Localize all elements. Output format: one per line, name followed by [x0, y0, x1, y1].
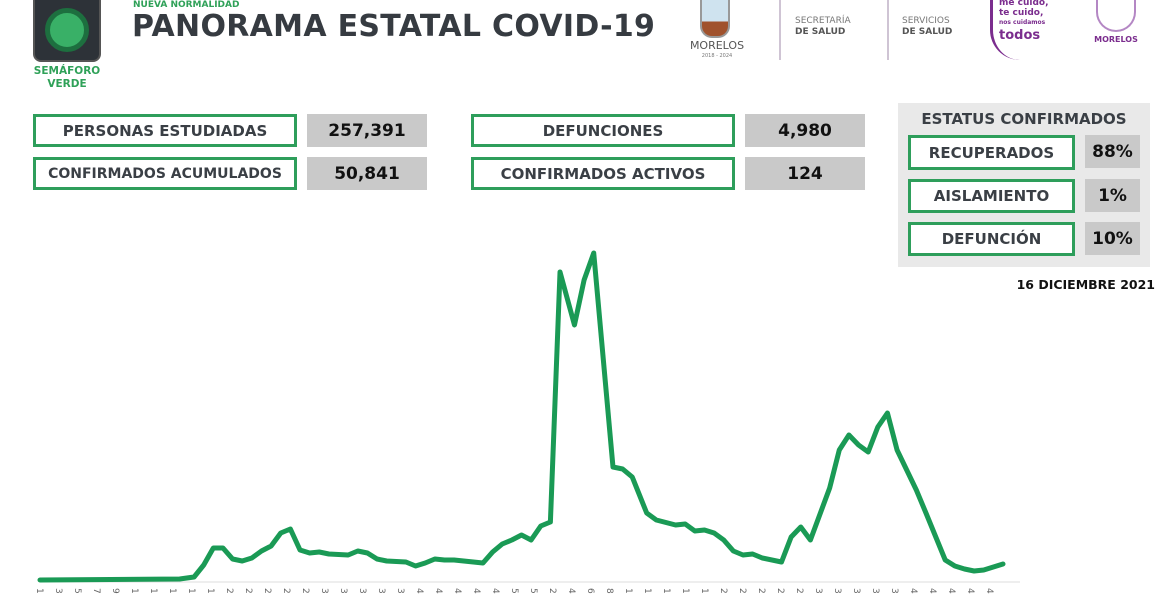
x-tick-label: 3 — [357, 588, 367, 594]
x-tick-label: 3 — [870, 588, 880, 594]
x-tick-label: 2 — [281, 588, 291, 594]
defuncion-value: 10% — [1085, 222, 1140, 255]
x-tick-label: 3 — [851, 588, 861, 594]
divider — [779, 0, 781, 60]
x-tick-label: 4 — [452, 588, 462, 594]
recuperados-value: 88% — [1085, 135, 1140, 168]
secretaria-line-1: SECRETARÍA — [795, 16, 851, 26]
x-tick-label: 1 — [34, 588, 44, 594]
x-tick-label: 5 — [528, 588, 538, 594]
x-tick-label: 4 — [965, 588, 975, 594]
x-tick-label: 3 — [376, 588, 386, 594]
x-tick-label: 2 — [224, 588, 234, 594]
x-tick-label: 2 — [718, 588, 728, 594]
semaforo-label: SEMÁFORO VERDE — [25, 65, 109, 91]
semaforo-label-2: VERDE — [47, 78, 87, 90]
campaign-line-4: todos — [999, 28, 1041, 43]
x-tick-label: 2 — [547, 588, 557, 594]
x-tick-label: 3 — [889, 588, 899, 594]
x-tick-label: 8 — [604, 588, 614, 594]
x-tick-label: 2 — [243, 588, 253, 594]
x-tick-label: 3 — [832, 588, 842, 594]
confirmados-acumulados-value: 50,841 — [307, 157, 427, 190]
page-title: PANORAMA ESTATAL COVID-19 — [132, 9, 656, 44]
semaforo-icon — [33, 0, 101, 62]
x-tick-label: 6 — [585, 588, 595, 594]
x-tick-label: 4 — [471, 588, 481, 594]
servicios-line-2: DE SALUD — [902, 27, 953, 37]
personas-estudiadas-label: PERSONAS ESTUDIADAS — [33, 114, 297, 147]
x-tick-label: 1 — [186, 588, 196, 594]
x-tick-label: 3 — [319, 588, 329, 594]
x-tick-label: 7 — [91, 588, 101, 594]
personas-estudiadas-value: 257,391 — [307, 114, 427, 147]
campaign-line-3: nos cuidamos — [999, 19, 1046, 26]
x-tick-label: 2 — [737, 588, 747, 594]
divider — [887, 0, 889, 60]
x-tick-label: 1 — [129, 588, 139, 594]
x-tick-label: 1 — [167, 588, 177, 594]
servicios-logo: SERVICIOS DE SALUD — [902, 16, 952, 38]
x-tick-label: 1 — [680, 588, 690, 594]
x-tick-label: 3 — [395, 588, 405, 594]
x-tick-label: 1 — [148, 588, 158, 594]
x-tick-label: 4 — [927, 588, 937, 594]
semaforo-label-1: SEMÁFORO — [33, 65, 101, 77]
x-tick-label: 2 — [756, 588, 766, 594]
x-tick-label: 3 — [338, 588, 348, 594]
aislamiento-value: 1% — [1085, 179, 1140, 212]
x-tick-label: 5 — [72, 588, 82, 594]
secretaria-line-2: DE SALUD — [795, 27, 846, 37]
x-tick-label: 4 — [566, 588, 576, 594]
morelos-logo-years: 2018 - 2024 — [701, 53, 733, 59]
x-tick-label: 4 — [490, 588, 500, 594]
series-line — [37, 250, 1006, 583]
report-date: 16 DICIEMBRE 2021 — [1016, 277, 1155, 292]
x-tick-label: 3 — [53, 588, 63, 594]
defunciones-label: DEFUNCIONES — [471, 114, 735, 147]
x-tick-label: 2 — [262, 588, 272, 594]
x-tick-label: 2 — [300, 588, 310, 594]
x-tick-label: 4 — [984, 588, 994, 594]
x-tick-label: 4 — [908, 588, 918, 594]
morelos-flower-logo — [1096, 0, 1136, 32]
confirmados-activos-label: CONFIRMADOS ACTIVOS — [471, 157, 735, 190]
x-tick-label: 1 — [661, 588, 671, 594]
confirmados-activos-value: 124 — [745, 157, 865, 190]
secretaria-logo: SECRETARÍA DE SALUD — [795, 16, 851, 38]
x-tick-label: 9 — [110, 588, 120, 594]
x-tick-label: 4 — [433, 588, 443, 594]
defunciones-value: 4,980 — [745, 114, 865, 147]
recuperados-label: RECUPERADOS — [908, 135, 1075, 170]
x-tick-label: 3 — [813, 588, 823, 594]
defuncion-label: DEFUNCIÓN — [908, 222, 1075, 256]
x-tick-label: 2 — [794, 588, 804, 594]
morelos-flower-logo-name: MORELOS — [1094, 35, 1138, 44]
confirmados-acumulados-label: CONFIRMADOS ACUMULADOS — [33, 157, 297, 190]
x-tick-label: 4 — [414, 588, 424, 594]
morelos-shield-logo — [700, 0, 730, 38]
x-tick-label: 4 — [946, 588, 956, 594]
x-tick-label: 1 — [642, 588, 652, 594]
campaign-line-1: me cuido, — [999, 0, 1049, 8]
campaign-logo: me cuido, te cuido, nos cuidamos todos — [990, 0, 1052, 60]
aislamiento-label: AISLAMIENTO — [908, 179, 1075, 213]
nueva-normalidad-label: NUEVA NORMALIDAD — [133, 0, 240, 10]
x-tick-label: 2 — [775, 588, 785, 594]
x-tick-label: 1 — [205, 588, 215, 594]
servicios-line-1: SERVICIOS — [902, 16, 950, 26]
campaign-line-2: te cuido, — [999, 8, 1044, 18]
status-title: ESTATUS CONFIRMADOS — [921, 110, 1127, 128]
x-tick-label: 1 — [623, 588, 633, 594]
x-tick-label: 5 — [509, 588, 519, 594]
morelos-logo-name: MORELOS — [689, 39, 745, 52]
x-tick-label: 1 — [699, 588, 709, 594]
